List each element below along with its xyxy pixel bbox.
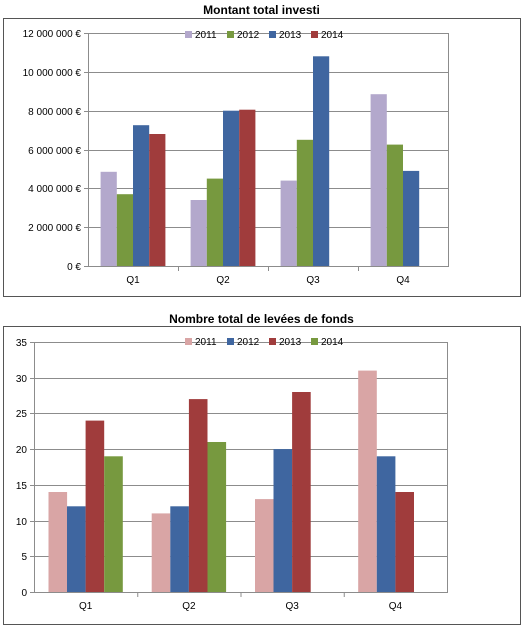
- chart-1-legend-swatch-2011: [185, 31, 192, 38]
- chart-1-bar-q1-2011: [100, 171, 117, 266]
- chart-1-y-tick-label: 10 000 000 €: [23, 68, 82, 79]
- chart-1-bar-q2-2014: [239, 109, 256, 266]
- chart-1-y-tick-label: 6 000 000 €: [28, 146, 81, 157]
- chart-2-legend-swatch-2013: [269, 338, 276, 345]
- chart-2-legend-swatch-2011: [185, 338, 192, 345]
- chart-2-y-tick-label: 5: [21, 552, 27, 563]
- chart-2-x-tick-label: Q1: [79, 601, 93, 612]
- chart-2-bar-q4-2013: [395, 492, 414, 592]
- chart-2-bar-q1-2014: [104, 456, 123, 592]
- chart-2-bar-q1-2011: [48, 492, 68, 592]
- chart-1-bar-q1-2013: [133, 125, 150, 266]
- chart-1-legend-label-2011: 2011: [195, 30, 217, 41]
- chart-1-bar-q1-2012: [116, 194, 133, 266]
- chart-1-bar-q4-2013: [403, 170, 420, 266]
- chart-2-bar-q2-2013: [188, 399, 208, 592]
- chart-2-y-tick-label: 0: [21, 588, 27, 599]
- chart-1-y-tick-label: 12 000 000 €: [23, 29, 82, 40]
- chart-1-frame: [3, 18, 521, 297]
- chart-1-bar-q2-2011: [190, 200, 207, 266]
- chart-2-bar-q1-2013: [85, 420, 105, 592]
- chart-2-bar-q4-2012: [376, 456, 396, 592]
- chart-2-x-tick-label: Q4: [389, 601, 403, 612]
- chart-2-legend-swatch-2012: [227, 338, 234, 345]
- chart-1-y-tick-label: 0 €: [67, 262, 81, 273]
- chart-2-bar-q2-2011: [151, 513, 171, 592]
- chart-2-x-tick-label: Q2: [182, 601, 196, 612]
- chart-2-legend-label-2014: 2014: [321, 337, 344, 348]
- chart-1-bar-q2-2012: [206, 178, 223, 266]
- chart-1-bar-q4-2012: [386, 144, 403, 266]
- chart-2-legend-label-2012: 2012: [237, 337, 260, 348]
- chart-1-y-tick-label: 8 000 000 €: [28, 107, 81, 118]
- chart-1-bar-q4-2011: [370, 94, 387, 266]
- chart-2-legend-swatch-2014: [311, 338, 318, 345]
- chart-2-y-tick-label: 35: [16, 338, 28, 349]
- chart-2-x-tick-label: Q3: [285, 601, 299, 612]
- chart-2-bar-q3-2011: [255, 499, 274, 592]
- chart-1-x-tick-label: Q2: [216, 275, 230, 286]
- chart-2-legend-label-2011: 2011: [195, 337, 217, 348]
- chart-1-bar-q3-2013: [313, 56, 330, 266]
- chart-2-y-tick-label: 15: [16, 481, 28, 492]
- chart-2-y-tick-label: 10: [16, 517, 28, 528]
- chart-1-y-tick-label: 4 000 000 €: [28, 184, 81, 195]
- chart-1-legend-label-2012: 2012: [237, 30, 260, 41]
- chart-2-y-tick-label: 30: [16, 374, 28, 385]
- chart-1-legend-label-2014: 2014: [321, 30, 344, 41]
- chart-1-legend-swatch-2014: [311, 31, 318, 38]
- chart-2-bar-q2-2012: [170, 506, 189, 592]
- chart-1-x-tick-label: Q1: [126, 275, 140, 286]
- chart-2-bar-q2-2014: [207, 442, 227, 592]
- chart-1-bar-q3-2011: [280, 180, 297, 266]
- chart-2-title: Nombre total de levées de fonds: [169, 312, 354, 326]
- chart-1-legend-swatch-2013: [269, 31, 276, 38]
- chart-2-bar-q4-2011: [358, 370, 377, 592]
- chart-1-title: Montant total investi: [203, 3, 320, 17]
- chart-2-legend-label-2013: 2013: [279, 337, 302, 348]
- chart-2-y-tick-label: 25: [16, 409, 28, 420]
- chart-2-bar-q3-2013: [292, 392, 311, 592]
- chart-1-legend-label-2013: 2013: [279, 30, 302, 41]
- chart-1-bar-q1-2014: [149, 134, 166, 266]
- chart-1-y-tick-label: 2 000 000 €: [28, 223, 81, 234]
- chart-1-x-tick-label: Q4: [396, 275, 410, 286]
- chart-1-bar-q2-2013: [223, 110, 240, 266]
- chart-1-legend-swatch-2012: [227, 31, 234, 38]
- chart-1-bar-q3-2012: [296, 139, 313, 266]
- chart-2-bar-q1-2012: [67, 506, 86, 592]
- chart-1-x-tick-label: Q3: [306, 275, 320, 286]
- chart-2-bar-q3-2012: [273, 449, 293, 592]
- chart-2-y-tick-label: 20: [16, 445, 28, 456]
